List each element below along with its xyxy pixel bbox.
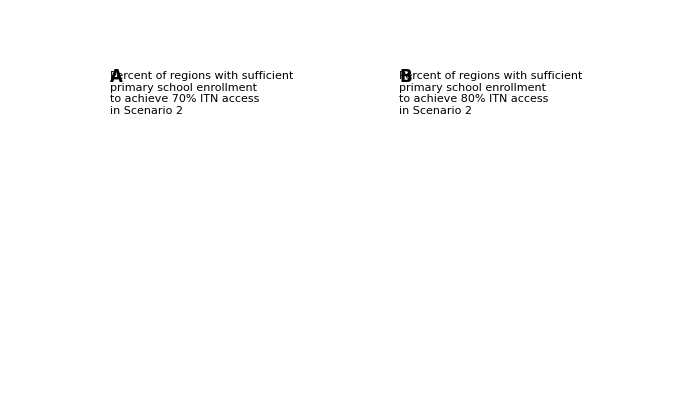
Text: B: B	[399, 68, 412, 86]
Text: Percent of regions with sufficient
primary school enrollment
to achieve 80% ITN : Percent of regions with sufficient prima…	[399, 71, 583, 116]
Text: Percent of regions with sufficient
primary school enrollment
to achieve 70% ITN : Percent of regions with sufficient prima…	[110, 71, 293, 116]
Text: A: A	[110, 68, 123, 86]
